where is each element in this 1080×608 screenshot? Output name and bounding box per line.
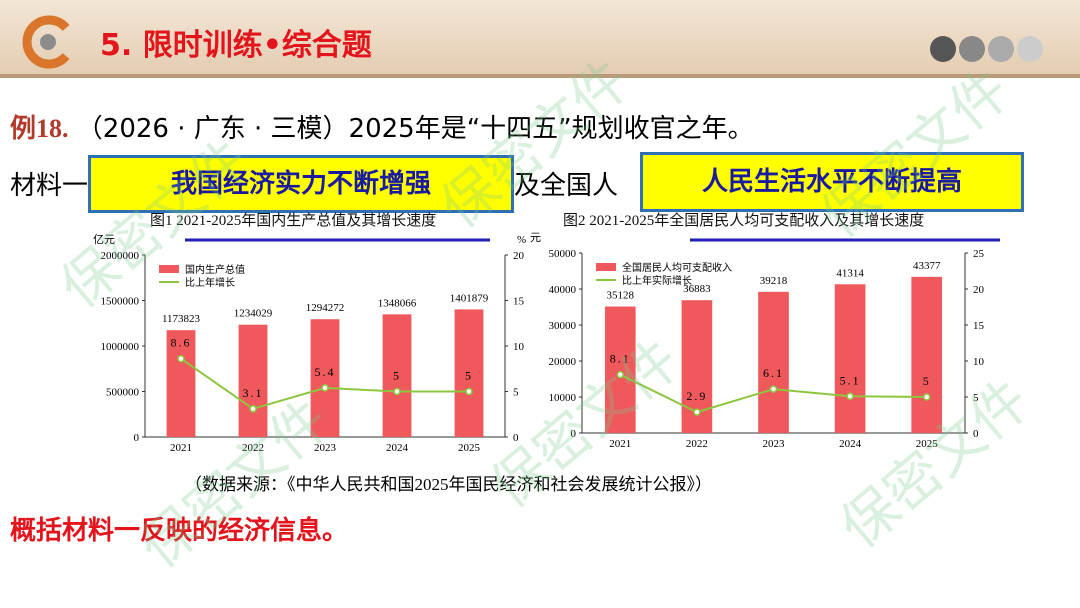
y-tick-label: 0 <box>571 428 577 440</box>
value-label: 5 <box>393 369 401 383</box>
value-label: 5.4 <box>315 365 336 379</box>
y2-tick-label: 10 <box>513 341 525 353</box>
y2-tick-label: 0 <box>973 428 979 440</box>
value-label: 1401879 <box>450 292 489 304</box>
x-tick-label: 2021 <box>609 438 631 450</box>
chart-title: 图1 2021-2025年国内生产总值及其增长速度 <box>150 212 436 229</box>
highlight-box: 人民生活水平不断提高 <box>640 152 1024 212</box>
value-label: 2.9 <box>686 389 707 403</box>
x-tick-label: 2023 <box>314 442 337 454</box>
bar <box>911 276 943 433</box>
bar <box>834 284 866 433</box>
y-tick-label: 1000000 <box>101 341 140 353</box>
y-tick-label: 10000 <box>549 392 577 404</box>
value-label: 39218 <box>760 275 788 287</box>
y2-tick-label: 25 <box>973 248 985 260</box>
y-tick-label: 40000 <box>549 284 577 296</box>
value-label: 1234029 <box>234 308 273 320</box>
highlight-box: 我国经济实力不断增强 <box>88 155 514 213</box>
y-tick-label: 2000000 <box>101 250 140 262</box>
task: 概括材料一反映的经济信息。 <box>10 516 349 546</box>
bar <box>604 306 636 433</box>
middle-text: 及全国人 <box>514 171 619 201</box>
source-note: （数据来源：《中华人民共和国2025年国民经济和社会发展统计公报》） <box>185 475 712 494</box>
y-tick-label: 30000 <box>549 320 577 332</box>
y-unit: 元 <box>530 232 541 244</box>
y2-tick-label: 20 <box>973 284 985 296</box>
bar <box>454 309 484 437</box>
x-tick-label: 2022 <box>686 438 708 450</box>
y2-unit: % <box>517 234 526 246</box>
y2-tick-label: 15 <box>973 320 985 332</box>
value-label: 8.6 <box>171 336 192 350</box>
value-label: 1348066 <box>378 297 417 309</box>
bar <box>758 291 789 433</box>
value-label: 3.1 <box>243 386 264 400</box>
y-tick-label: 20000 <box>549 356 577 368</box>
y2-tick-label: 20 <box>513 250 525 262</box>
value-label: 35128 <box>607 290 635 302</box>
bar <box>382 314 412 437</box>
x-tick-label: 2025 <box>458 442 481 454</box>
material-label: 材料一 <box>10 171 89 201</box>
value-label: 6.1 <box>763 366 784 380</box>
value-label: 1294272 <box>306 302 345 314</box>
line-point <box>922 393 931 401</box>
value-label: 1173823 <box>162 313 201 325</box>
legend-swatch <box>159 265 179 273</box>
chart-title: 图2 2021-2025年全国居民人均可支配收入及其增长速度 <box>563 211 924 229</box>
line-point <box>177 354 185 363</box>
line-point <box>393 387 401 396</box>
y-unit: 亿元 <box>93 233 115 246</box>
legend-label: 全国居民人均可支配收入 <box>622 261 732 274</box>
header-title: 5. 限时训练•综合题 <box>100 28 372 63</box>
x-tick-label: 2023 <box>763 438 786 450</box>
value-label: 36883 <box>683 283 711 295</box>
bar <box>166 330 196 437</box>
legend-label: 比上年增长 <box>185 276 235 289</box>
value-label: 5 <box>923 374 931 388</box>
dots <box>930 36 1043 62</box>
legend-label: 比上年实际增长 <box>622 274 692 287</box>
line-point <box>693 408 701 416</box>
line-point <box>846 392 854 401</box>
header-bar <box>0 0 1080 78</box>
value-label: 5.1 <box>840 373 861 387</box>
x-tick-label: 2021 <box>170 442 192 454</box>
logo <box>22 15 70 69</box>
x-tick-label: 2025 <box>916 438 939 450</box>
value-label: 5 <box>465 369 473 383</box>
x-tick-label: 2024 <box>839 438 862 450</box>
value-label: 8.1 <box>610 352 631 366</box>
legend-swatch <box>596 263 616 271</box>
bar <box>310 319 340 437</box>
bar <box>238 324 268 437</box>
y2-tick-label: 0 <box>513 432 519 444</box>
question-intro: （2026 · 广东 · 三模）2025年是“十四五”规划收官之年。 <box>76 114 754 144</box>
x-tick-label: 2024 <box>386 442 409 454</box>
y-tick-label: 1500000 <box>101 296 140 308</box>
value-label: 43377 <box>913 260 941 272</box>
line-point <box>249 405 257 413</box>
y2-tick-label: 10 <box>973 356 985 368</box>
y-tick-label: 50000 <box>549 248 577 260</box>
x-tick-label: 2022 <box>242 442 264 454</box>
question-line: 例18. （2026 · 广东 · 三模）2025年是“十四五”规划收官之年。 <box>10 108 754 145</box>
y2-tick-label: 15 <box>513 296 525 308</box>
y-tick-label: 500000 <box>106 387 140 399</box>
line-point <box>769 385 778 393</box>
question-number: 例18. <box>10 114 69 143</box>
legend-label: 国内生产总值 <box>185 263 245 276</box>
line-point <box>616 370 625 379</box>
y2-tick-label: 5 <box>513 387 519 399</box>
y-tick-label: 0 <box>134 432 140 444</box>
y2-tick-label: 5 <box>973 392 979 404</box>
line-point <box>321 384 329 392</box>
line-point <box>465 387 473 396</box>
value-label: 41314 <box>836 267 864 279</box>
